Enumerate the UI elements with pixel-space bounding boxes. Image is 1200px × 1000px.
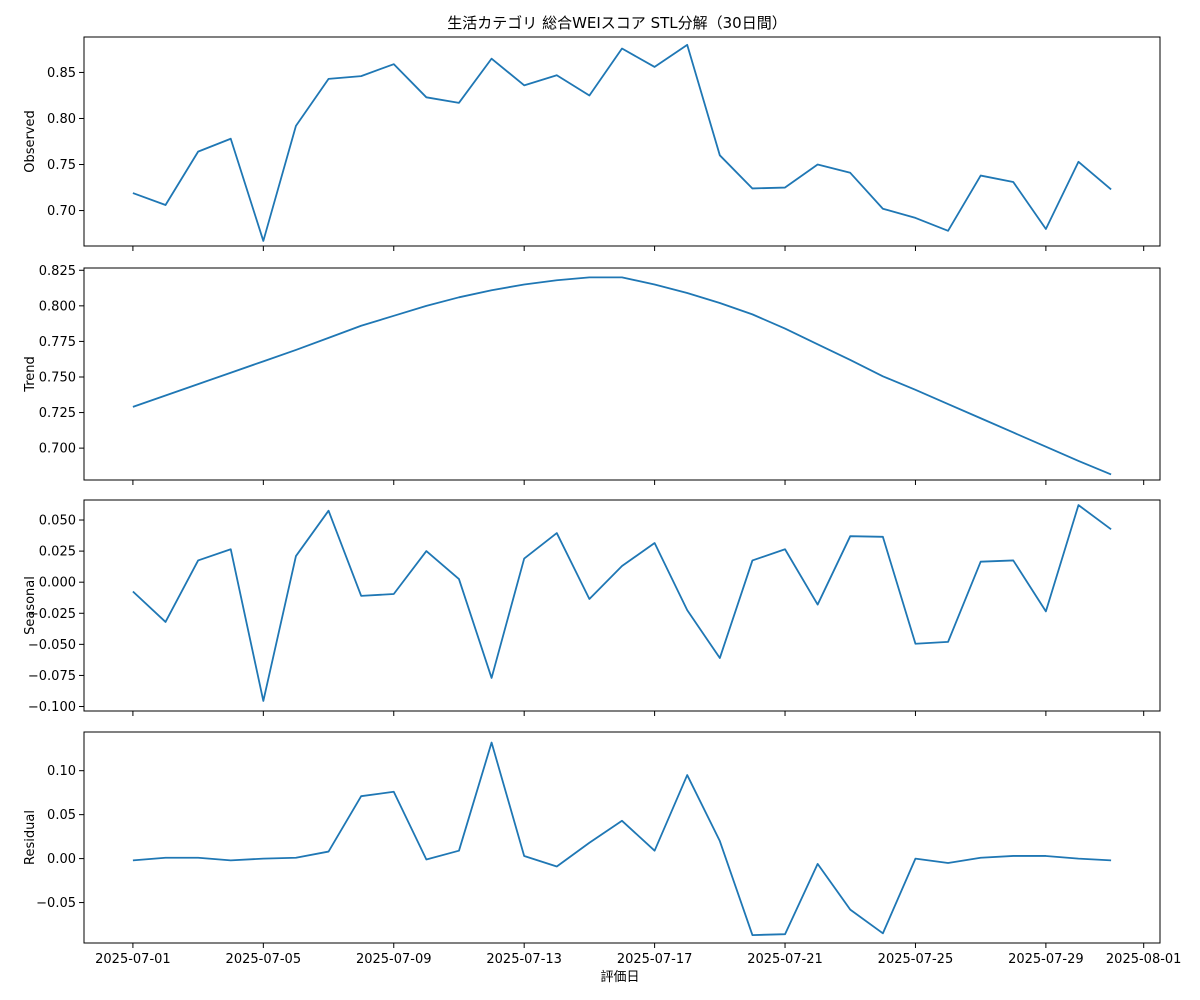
seasonal-y-axis-label: Seasonal	[23, 576, 38, 635]
x-axis-ticks: 2025-07-01 2025-07-05 2025-07-09 2025-07-13…	[95, 952, 1181, 967]
trend-y-tick-label: 0.775	[39, 335, 76, 350]
trend-y-tick-label: 0.700	[39, 442, 76, 457]
x-tick-label: 2025-07-25	[878, 952, 954, 967]
trend-plot-frame	[83, 267, 1161, 481]
observed-y-tick-label: 0.80	[47, 112, 76, 127]
panel-seasonal: −0.100 −0.075 −0.050 −0.025 0.000 0.025 0.050 S…	[23, 499, 1161, 716]
trend-y-axis-label: Trend	[23, 356, 38, 393]
residual-series-line	[132, 741, 1112, 936]
trend-y-tick-label: 0.800	[39, 299, 76, 314]
seasonal-plot-frame	[83, 499, 1161, 712]
observed-y-tick-label: 0.75	[47, 158, 76, 173]
x-tick-label: 2025-07-17	[617, 952, 693, 967]
x-tick-label: 2025-07-01	[95, 952, 171, 967]
x-tick-label: 2025-07-05	[226, 952, 302, 967]
seasonal-y-tick-label: −0.075	[28, 669, 76, 684]
trend-y-tick-label: 0.750	[39, 370, 76, 385]
trend-y-tick-label: 0.825	[39, 264, 76, 279]
residual-y-axis-label: Residual	[23, 810, 38, 865]
seasonal-y-tick-label: 0.050	[39, 514, 76, 529]
observed-series-line	[132, 43, 1112, 242]
residual-y-tick-label: 0.10	[47, 764, 76, 779]
x-axis-label: 評価日	[600, 970, 639, 985]
x-tick-label: 2025-07-29	[1008, 952, 1084, 967]
residual-plot-frame	[83, 731, 1161, 944]
observed-y-tick-label: 0.85	[47, 66, 76, 81]
figure-title: 生活カテゴリ 総合WEIスコア STL分解（30日間）	[447, 14, 786, 32]
observed-y-tick-label: 0.70	[47, 204, 76, 219]
seasonal-y-tick-label: −0.100	[28, 700, 76, 715]
trend-y-tick-label: 0.725	[39, 406, 76, 421]
x-tick-label: 2025-07-21	[747, 952, 823, 967]
panel-trend: 0.700 0.725 0.750 0.775 0.800 0.825 Trend	[23, 264, 1161, 485]
seasonal-y-tick-label: 0.025	[39, 545, 76, 560]
x-tick-label: 2025-07-13	[486, 952, 562, 967]
panels: 0.700.750.800.85Observed0.7000.7250.7500…	[23, 36, 1181, 967]
seasonal-y-tick-label: −0.025	[28, 607, 76, 622]
observed-plot-frame	[83, 36, 1161, 247]
seasonal-series-line	[132, 504, 1112, 702]
x-tick-label: 2025-08-01	[1106, 952, 1182, 967]
panel-residual: −0.05 0.00 0.05 0.10 Residual	[23, 731, 1161, 948]
observed-y-axis-label: Observed	[23, 110, 38, 173]
residual-y-tick-label: 0.05	[47, 808, 76, 823]
x-tick-label: 2025-07-09	[356, 952, 432, 967]
residual-y-tick-label: 0.00	[47, 852, 76, 867]
seasonal-y-tick-label: 0.000	[39, 576, 76, 591]
seasonal-y-tick-label: −0.050	[28, 638, 76, 653]
panel-observed: 0.70 0.75 0.80 0.85 Observed	[23, 36, 1161, 251]
trend-series-line	[132, 276, 1112, 476]
residual-y-tick-label: −0.05	[36, 896, 76, 911]
